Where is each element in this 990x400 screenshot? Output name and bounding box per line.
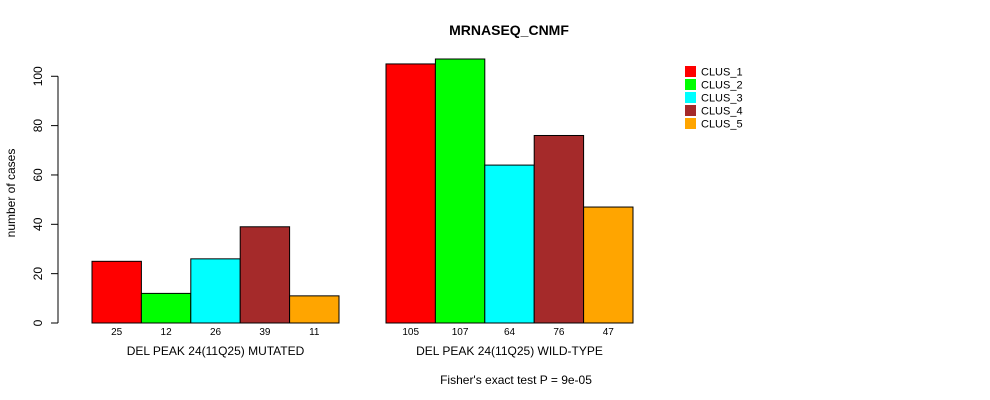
fisher-test-footnote: Fisher's exact test P = 9e-05 (440, 373, 592, 387)
legend-label: CLUS_3 (701, 93, 743, 105)
y-axis: 0 20 40 60 80 100 (31, 66, 59, 326)
legend-swatch (685, 105, 696, 116)
bar-clus-3-group-2 (484, 164, 535, 324)
bar-clus-1-group-1 (91, 260, 142, 324)
y-tick-label: 60 (31, 168, 45, 182)
bar-count-label: 47 (603, 327, 615, 338)
bar-clus-4-group-1 (239, 226, 291, 324)
legend-label: CLUS_2 (701, 80, 743, 92)
y-tick-label: 20 (31, 267, 45, 281)
bar-clus-5-group-1 (289, 295, 340, 324)
bar-count-label: 105 (402, 327, 419, 338)
legend-swatch (685, 118, 696, 129)
legend-label: CLUS_4 (701, 106, 743, 118)
legend-swatch (685, 92, 696, 103)
bar-count-label: 26 (210, 327, 222, 338)
bar-clus-5-group-2 (583, 206, 634, 324)
bar-count-label: 11 (309, 327, 320, 338)
bar-clus-4-group-2 (533, 134, 585, 324)
legend-label: CLUS_1 (701, 67, 743, 79)
y-tick-label: 0 (31, 319, 45, 326)
bar-count-label: 39 (259, 327, 271, 338)
bar-count-label: 25 (111, 327, 123, 338)
y-tick-label: 100 (31, 66, 45, 86)
legend-swatch (685, 66, 696, 77)
y-tick-label: 80 (31, 119, 45, 133)
group-label-2: DEL PEAK 24(11Q25) WILD-TYPE (416, 344, 603, 358)
chart-title: MRNASEQ_CNMF (449, 22, 569, 38)
group-label-1: DEL PEAK 24(11Q25) MUTATED (127, 344, 305, 358)
y-axis-label: number of cases (4, 149, 18, 238)
bar-count-label: 12 (161, 327, 173, 338)
bar-count-label: 107 (452, 327, 469, 338)
bar-clus-3-group-1 (190, 258, 241, 324)
legend-swatch (685, 79, 696, 90)
bar-clus-1-group-2 (385, 63, 436, 324)
bars (91, 58, 634, 324)
bar-clus-2-group-1 (140, 292, 192, 324)
bar-count-label: 76 (553, 327, 565, 338)
legend-label: CLUS_5 (701, 119, 743, 131)
y-tick-label: 40 (31, 217, 45, 231)
group-labels: DEL PEAK 24(11Q25) MUTATED DEL PEAK 24(11… (127, 344, 603, 358)
bar-clus-2-group-2 (434, 58, 486, 324)
bar-count-label: 64 (504, 327, 516, 338)
bar-count-labels: 25 12 26 39 11 105 107 64 76 47 (111, 327, 614, 338)
